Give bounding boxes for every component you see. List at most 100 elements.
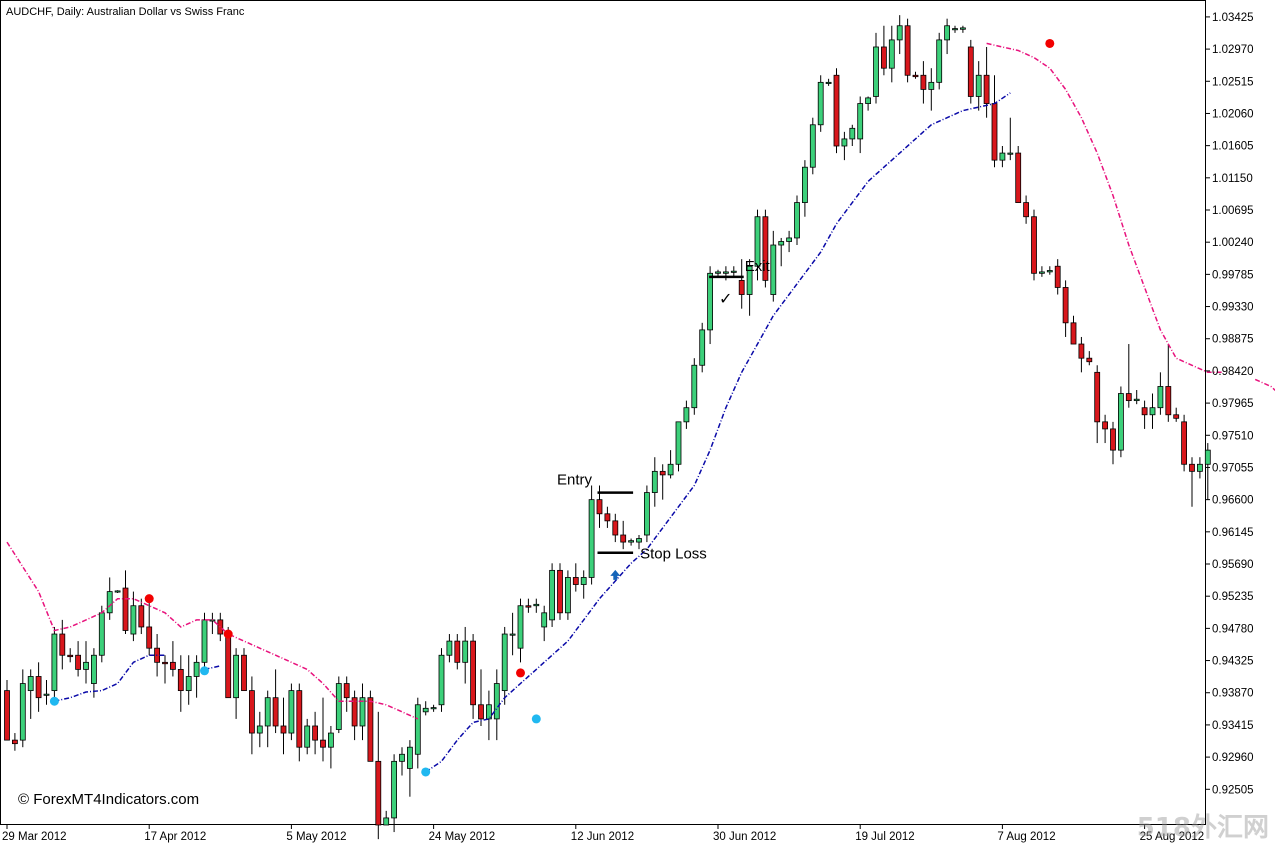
check-mark-icon: ✓ bbox=[719, 291, 732, 308]
x-tick-label: 25 Aug 2012 bbox=[1140, 831, 1205, 843]
bull-candle bbox=[723, 271, 729, 274]
y-tick-label: 0.95690 bbox=[1212, 559, 1254, 571]
bull-candle bbox=[802, 166, 808, 203]
bull-candle bbox=[106, 591, 113, 614]
bear-candle bbox=[833, 74, 840, 147]
bull-candle bbox=[770, 244, 777, 295]
bear-candle bbox=[1189, 463, 1195, 472]
bear-candle bbox=[1062, 287, 1069, 324]
x-tick-label: 30 Jun 2012 bbox=[713, 831, 776, 843]
bear-candle bbox=[280, 725, 287, 734]
bull-candle bbox=[975, 74, 982, 97]
x-tick-label: 7 Aug 2012 bbox=[997, 831, 1055, 843]
bear-candle bbox=[1078, 343, 1085, 359]
up-arrow-icon bbox=[610, 569, 621, 580]
bear-candle bbox=[991, 103, 998, 161]
bear-candle bbox=[912, 74, 919, 78]
y-tick-label: 1.02515 bbox=[1212, 76, 1254, 88]
y-tick-label: 0.98420 bbox=[1212, 366, 1254, 378]
y-tick-label: 0.99330 bbox=[1212, 302, 1254, 314]
bear-candle bbox=[454, 640, 461, 663]
bull-candle bbox=[809, 124, 816, 168]
bear-candle bbox=[177, 668, 184, 692]
bear-candle bbox=[762, 216, 769, 281]
stop-loss-label: Stop Loss bbox=[640, 546, 707, 563]
bull-candle bbox=[485, 704, 492, 720]
bear-candle bbox=[612, 520, 619, 536]
y-tick-label: 0.93870 bbox=[1212, 688, 1254, 700]
y-tick-label: 1.03425 bbox=[1212, 12, 1254, 24]
bear-candle bbox=[596, 499, 603, 515]
upper-band-line bbox=[1254, 378, 1275, 392]
buy-signal-dot bbox=[49, 696, 59, 706]
bull-candle bbox=[691, 364, 698, 409]
bear-candle bbox=[572, 577, 579, 585]
bull-candle bbox=[778, 241, 785, 246]
bull-candle bbox=[383, 817, 390, 826]
bull-candle bbox=[256, 725, 263, 734]
bear-candle bbox=[904, 25, 911, 76]
bear-candle bbox=[75, 654, 81, 670]
y-tick-label: 1.01605 bbox=[1212, 141, 1254, 153]
bull-candle bbox=[644, 492, 650, 536]
bull-candle bbox=[1039, 271, 1045, 274]
x-tick-label: 17 Apr 2012 bbox=[144, 831, 206, 843]
bull-candle bbox=[628, 540, 634, 543]
bear-candle bbox=[272, 697, 279, 727]
y-tick-label: 0.97965 bbox=[1212, 398, 1254, 410]
bear-candle bbox=[1086, 357, 1093, 363]
bull-candle bbox=[359, 697, 366, 727]
bull-candle bbox=[1133, 398, 1140, 402]
sell-signal-dot bbox=[1045, 38, 1055, 48]
x-tick-label: 29 Mar 2012 bbox=[2, 831, 67, 843]
bull-candle bbox=[422, 707, 429, 713]
bull-candle bbox=[304, 725, 311, 748]
lower-band-line bbox=[54, 654, 165, 702]
bull-candle bbox=[944, 25, 950, 41]
bull-candle bbox=[114, 590, 121, 593]
bull-candle bbox=[327, 732, 334, 748]
bear-candle bbox=[1125, 393, 1132, 402]
y-tick-label: 0.92505 bbox=[1212, 784, 1254, 796]
x-axis: 29 Mar 2012 17 Apr 2012 5 May 2012 24 May 2… bbox=[2, 825, 1205, 843]
bull-candle bbox=[83, 661, 89, 670]
y-axis: 1.03425 1.02970 1.02515 1.02060 1.01605 1.011… bbox=[1205, 12, 1254, 796]
bear-candle bbox=[604, 513, 611, 522]
bull-candle bbox=[517, 605, 524, 649]
bear-candle bbox=[525, 605, 532, 608]
bull-candle bbox=[675, 421, 682, 465]
bear-candle bbox=[367, 697, 374, 762]
candles-layer bbox=[4, 15, 1211, 840]
bear-candle bbox=[248, 690, 255, 734]
bear-candle bbox=[351, 697, 358, 727]
bull-candle bbox=[636, 538, 642, 543]
bear-candle bbox=[320, 739, 326, 748]
y-tick-label: 0.97055 bbox=[1212, 462, 1254, 474]
bull-candle bbox=[446, 640, 453, 656]
bull-candle bbox=[1157, 386, 1164, 409]
bull-candle bbox=[201, 619, 208, 663]
bull-candle bbox=[857, 103, 864, 140]
bear-candle bbox=[146, 626, 153, 649]
bull-candle bbox=[288, 690, 295, 734]
bull-candle bbox=[43, 693, 50, 696]
y-tick-label: 1.00240 bbox=[1212, 237, 1254, 249]
bull-candle bbox=[19, 683, 26, 741]
bull-candle bbox=[130, 605, 137, 635]
bull-candle bbox=[414, 704, 421, 755]
bull-candle bbox=[98, 612, 105, 656]
bull-candle bbox=[233, 654, 240, 699]
upper-band-line bbox=[6, 541, 419, 720]
y-tick-label: 1.02060 bbox=[1212, 108, 1254, 120]
bull-candle bbox=[841, 138, 848, 147]
y-tick-label: 0.99785 bbox=[1212, 269, 1254, 281]
bull-candle bbox=[667, 463, 674, 476]
bull-candle bbox=[888, 39, 895, 69]
bull-candle bbox=[699, 329, 706, 366]
bull-candle bbox=[865, 97, 871, 104]
bear-candle bbox=[1173, 414, 1180, 419]
bull-candle bbox=[1007, 152, 1014, 155]
bull-candle bbox=[430, 707, 437, 710]
y-tick-label: 1.00695 bbox=[1212, 205, 1254, 217]
